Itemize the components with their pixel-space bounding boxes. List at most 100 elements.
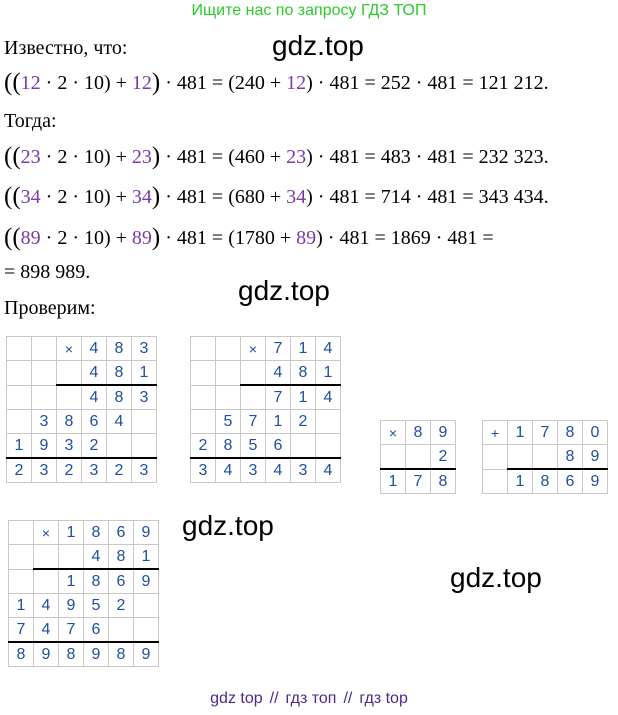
grid-cell: 1: [265, 409, 291, 434]
grid-cell: 3: [131, 384, 157, 410]
grid-cell: 9: [582, 468, 608, 494]
grid-cell: 8: [108, 641, 134, 667]
grid-cell: 4: [33, 593, 59, 618]
multiply-sign: ×: [380, 420, 406, 445]
grid-cell: [215, 360, 241, 386]
multiply-sign: ×: [240, 336, 266, 361]
footer-link[interactable]: гдз top: [359, 690, 408, 707]
grid-cell: 8: [56, 409, 82, 434]
grid-cell: 6: [108, 568, 134, 594]
grid-cell: [6, 384, 32, 410]
grid-cell: 8: [106, 360, 132, 386]
grid-cell: 6: [83, 617, 109, 643]
grid-cell: 4: [81, 336, 107, 361]
multiplication-grid-483x481: × 4 8 3 4 8 1 4 8 3 3 8 6 4 1 9 3 2 2 3: [6, 336, 157, 483]
grid-cell: 7: [405, 468, 431, 494]
grid-cell: 8: [557, 444, 583, 470]
grid-cell: 8: [557, 420, 583, 445]
grid-cell: 1: [58, 520, 84, 545]
grid-cell: [405, 444, 431, 470]
grid-cell: 9: [430, 420, 456, 445]
grid-cell: [33, 568, 59, 594]
grid-cell: [215, 384, 241, 410]
grid-cell: 1: [507, 468, 533, 494]
grid-cell: 1: [6, 433, 32, 459]
grid-cell: 4: [81, 360, 107, 386]
grid-cell: 8: [290, 360, 316, 386]
grid-cell: 1: [290, 336, 316, 361]
grid-cell: 4: [83, 544, 109, 570]
grid-cell: 5: [215, 409, 241, 434]
grid-cell: [133, 593, 159, 618]
grid-cell: [6, 409, 32, 434]
grid-cell: [56, 384, 82, 410]
grid-cell: [482, 444, 508, 470]
grid-cell: 5: [240, 433, 266, 459]
grid-cell: [31, 336, 57, 361]
grid-cell: 7: [265, 336, 291, 361]
footer-separator: //: [343, 690, 353, 707]
grid-cell: 9: [582, 444, 608, 470]
grid-cell: 7: [240, 409, 266, 434]
grid-cell: [8, 520, 34, 545]
then-label: Тогда:: [4, 110, 57, 132]
grid-cell: 4: [315, 336, 341, 361]
grid-cell: 3: [81, 457, 107, 483]
grid-cell: 3: [31, 409, 57, 434]
grid-cell: 1: [131, 360, 157, 386]
grid-cell: [215, 336, 241, 361]
grid-cell: [240, 384, 266, 410]
grid-cell: 8: [532, 468, 558, 494]
footer-separator: //: [269, 690, 279, 707]
grid-cell: 2: [290, 409, 316, 434]
grid-cell: 4: [81, 384, 107, 410]
addition-grid-1780-plus-89: + 1 7 8 0 8 9 1 8 6 9: [482, 420, 608, 494]
grid-cell: 4: [215, 457, 241, 483]
equation-1: ((12 · 2 · 10) + 12) · 481 = (240 + 12) …: [4, 69, 549, 96]
grid-cell: [190, 360, 216, 386]
grid-cell: 1: [290, 384, 316, 410]
equation-4: ((89 · 2 · 10) + 89) · 481 = (1780 + 89)…: [4, 224, 494, 251]
grid-cell: [380, 444, 406, 470]
grid-cell: [56, 360, 82, 386]
grid-cell: 8: [108, 544, 134, 570]
grid-cell: 6: [265, 433, 291, 459]
grid-cell: 8: [58, 641, 84, 667]
grid-cell: [108, 617, 134, 643]
footer-link[interactable]: gdz top: [210, 690, 263, 707]
watermark: gdz.top: [272, 30, 364, 61]
grid-cell: [31, 384, 57, 410]
grid-cell: 7: [532, 420, 558, 445]
grid-cell: 7: [265, 384, 291, 410]
plus-sign: +: [482, 420, 508, 445]
grid-cell: 2: [190, 433, 216, 459]
search-banner[interactable]: Ищите нас по запросу ГДЗ ТОП: [191, 2, 427, 19]
equation-3: ((34 · 2 · 10) + 34) · 481 = (680 + 34) …: [4, 183, 549, 210]
grid-cell: 7: [58, 617, 84, 643]
grid-cell: [33, 544, 59, 570]
multiplication-grid-89x2: × 8 9 2 1 7 8: [380, 420, 456, 494]
grid-cell: 3: [190, 457, 216, 483]
grid-cell: [58, 544, 84, 570]
footer-link[interactable]: гдз топ: [285, 690, 337, 707]
multiplication-grid-1869x481: × 1 8 6 9 4 8 1 1 8 6 9 1 4 9 5 2 7 4 7 …: [8, 520, 159, 667]
grid-cell: 8: [106, 384, 132, 410]
grid-cell: 1: [8, 593, 34, 618]
grid-cell: 9: [31, 433, 57, 459]
grid-cell: 9: [83, 641, 109, 667]
watermark: gdz.top: [182, 510, 274, 541]
grid-cell: [532, 444, 558, 470]
grid-cell: 4: [33, 617, 59, 643]
grid-cell: 9: [133, 568, 159, 594]
grid-cell: 8: [8, 641, 34, 667]
grid-cell: 2: [56, 457, 82, 483]
grid-cell: [31, 360, 57, 386]
grid-cell: 3: [131, 457, 157, 483]
grid-cell: 4: [265, 360, 291, 386]
grid-cell: 8: [215, 433, 241, 459]
grid-cell: 8: [405, 420, 431, 445]
intro-label: Известно, что:: [4, 37, 128, 59]
grid-cell: 4: [265, 457, 291, 483]
grid-cell: 8: [106, 336, 132, 361]
grid-cell: 1: [58, 568, 84, 594]
